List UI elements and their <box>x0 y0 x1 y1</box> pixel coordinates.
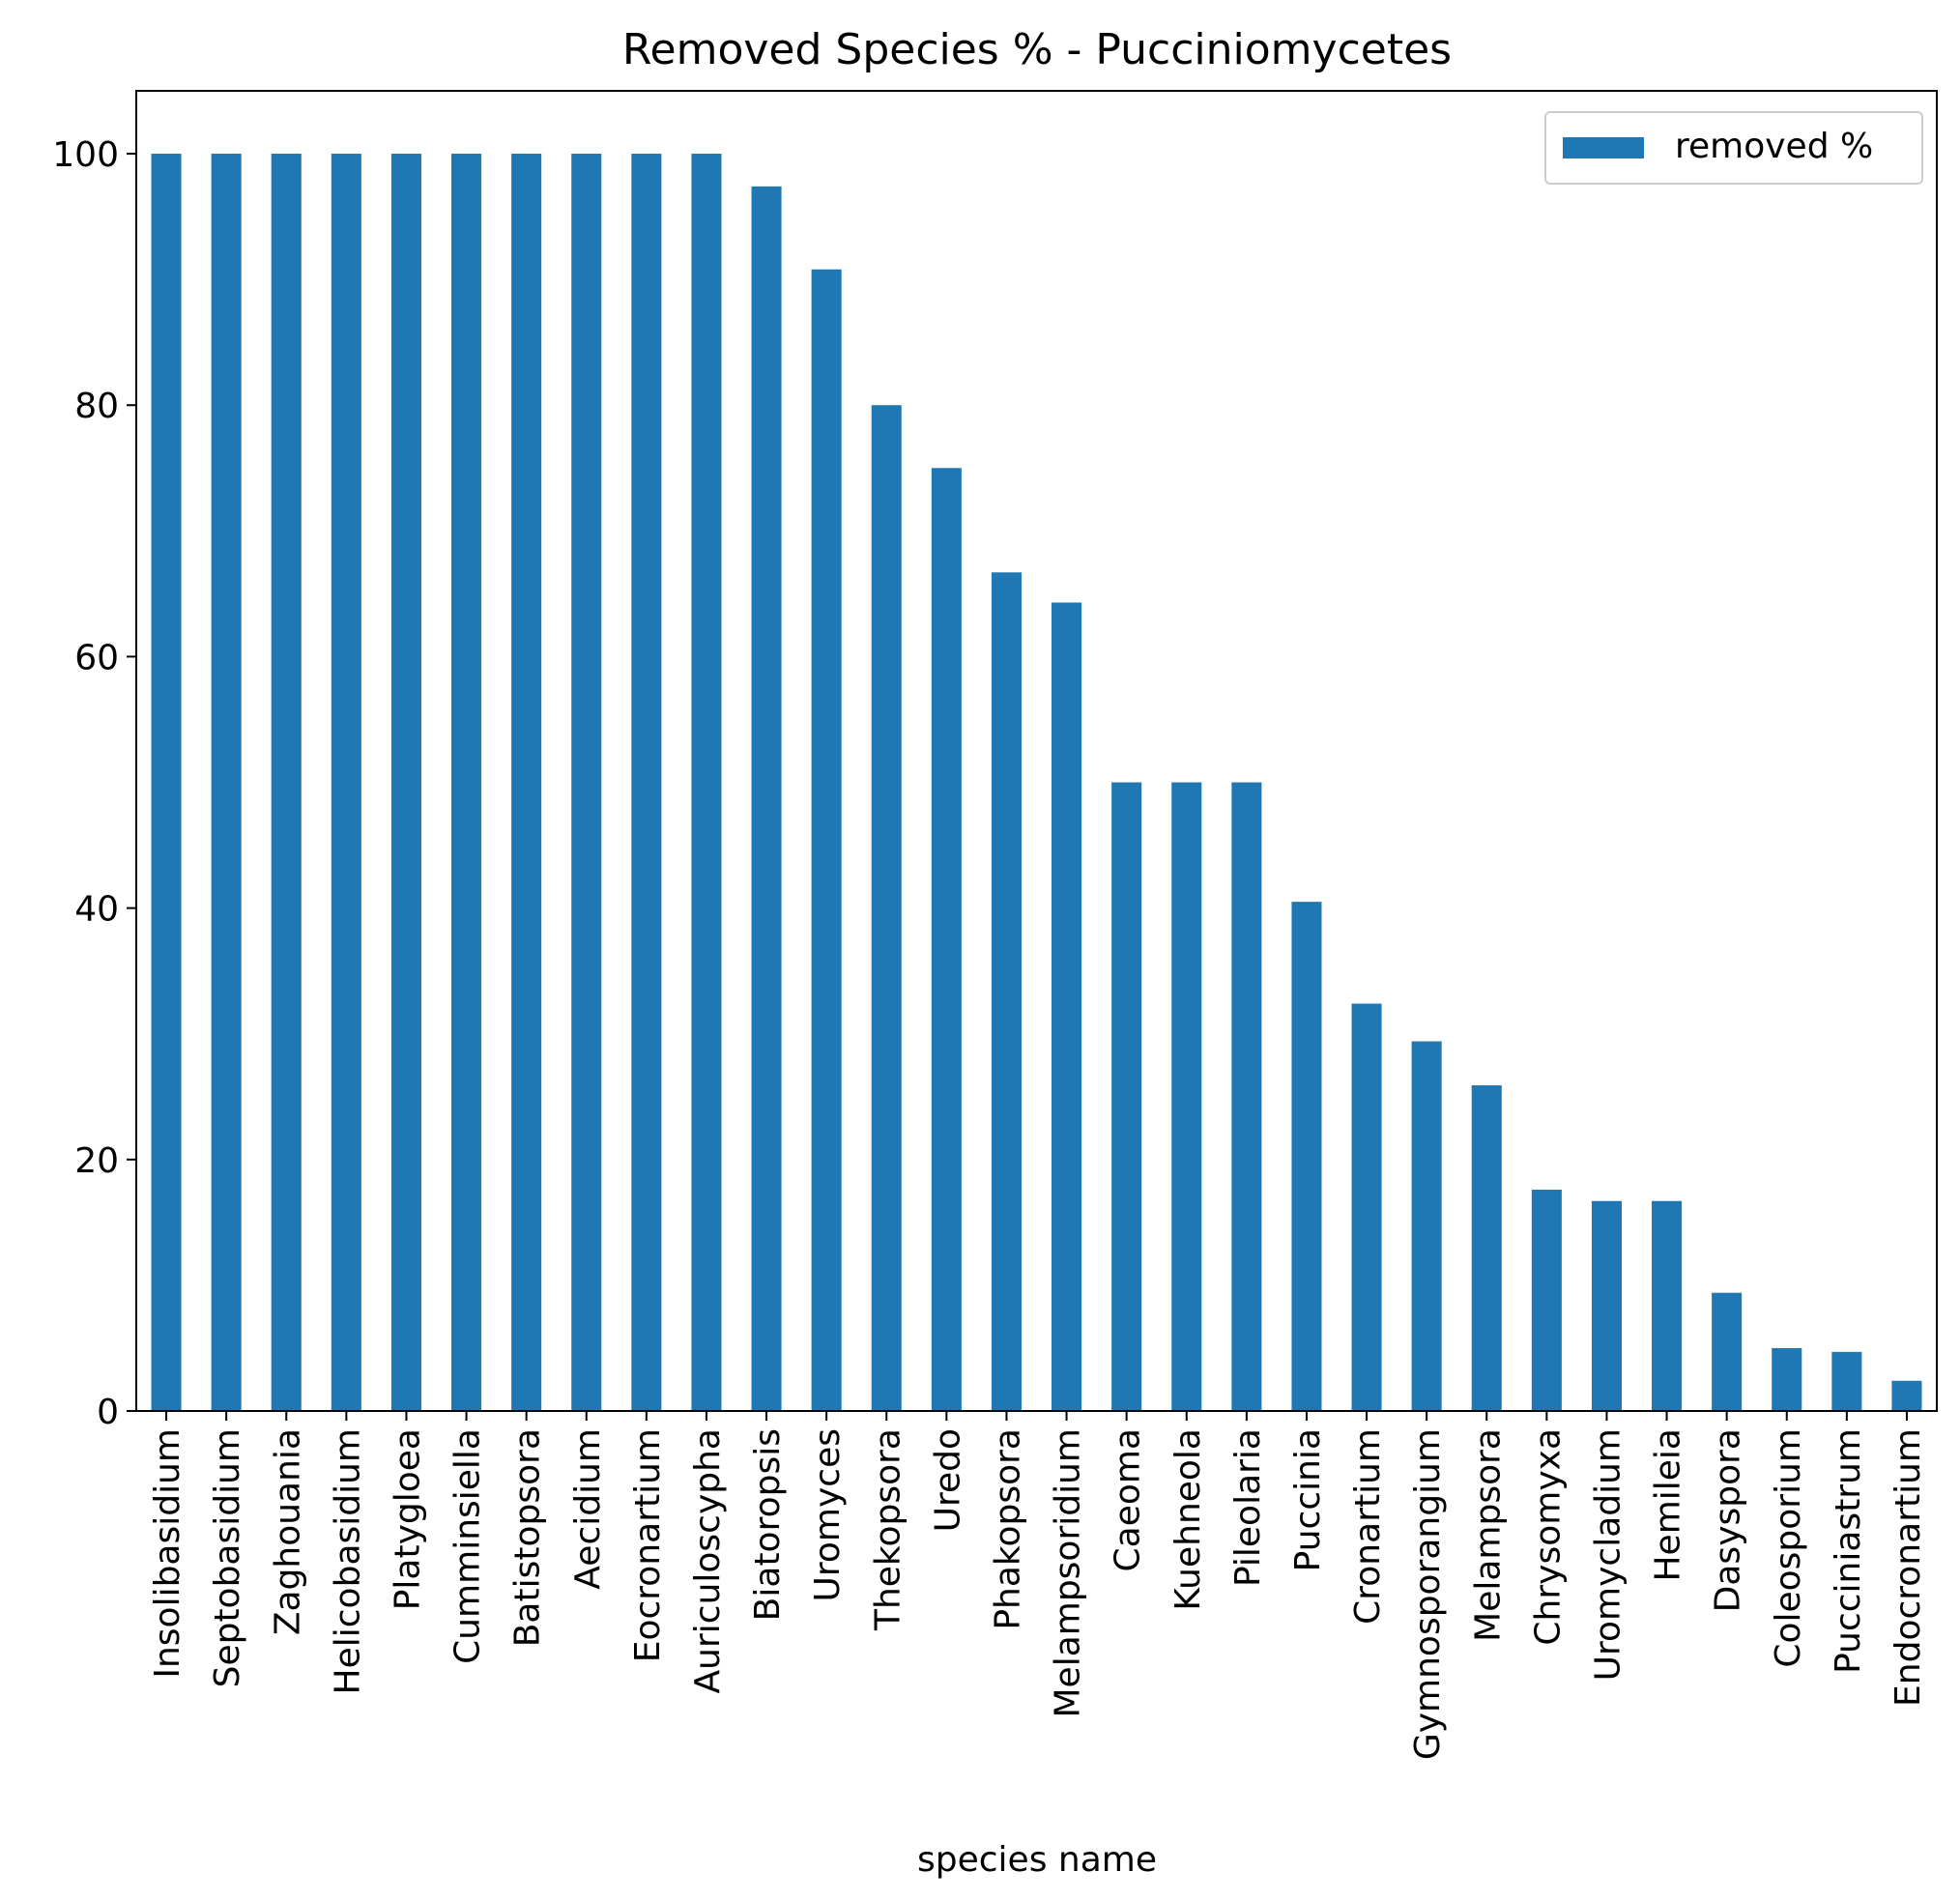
y-tick-label: 40 <box>74 890 119 930</box>
x-tick-label: Cronartium <box>1348 1428 1388 1625</box>
bar <box>991 572 1022 1411</box>
y-tick-label: 20 <box>74 1141 119 1181</box>
x-tick-label: Phakopsora <box>988 1428 1027 1630</box>
bar <box>1831 1351 1862 1411</box>
x-tick-label: Eocronartium <box>628 1428 668 1662</box>
x-tick-label: Biatoropsis <box>748 1428 788 1621</box>
bar <box>871 405 902 1412</box>
y-tick-label: 80 <box>74 387 119 426</box>
x-tick-label: Uromyces <box>808 1428 848 1601</box>
x-tick-label: Platygloea <box>388 1428 427 1610</box>
x-tick-label: Cumminsiella <box>448 1428 488 1664</box>
bar <box>390 154 421 1412</box>
legend-label: removed % <box>1675 127 1873 166</box>
bar <box>571 154 602 1412</box>
y-axis: 0 20 40 60 80 100 <box>52 135 136 1432</box>
x-tick-label: Zaghouania <box>268 1428 307 1635</box>
legend-swatch <box>1563 137 1644 158</box>
x-tick-label: Uredo <box>928 1428 967 1532</box>
chart-title: Removed Species % - Pucciniomycetes <box>622 25 1452 74</box>
x-tick-label: Chrysomyxa <box>1528 1428 1568 1646</box>
bar <box>1531 1190 1562 1411</box>
bar <box>271 154 302 1412</box>
x-tick-label: Pucciniastrum <box>1829 1428 1868 1674</box>
bar <box>1652 1200 1683 1411</box>
bar <box>511 154 542 1412</box>
bar <box>1351 1003 1382 1411</box>
bar <box>1591 1200 1622 1411</box>
x-tick-label: Uromycladium <box>1588 1428 1628 1681</box>
bars <box>151 154 1922 1412</box>
x-tick-label: Gymnosporangium <box>1408 1428 1448 1760</box>
y-tick-label: 60 <box>74 638 119 677</box>
bar <box>931 468 962 1411</box>
plot-frame <box>135 90 1938 1412</box>
x-tick-label: Batistopsora <box>508 1428 548 1647</box>
bar <box>1471 1085 1502 1411</box>
bar <box>331 154 361 1412</box>
bar <box>1291 902 1322 1411</box>
x-tick-label: Hemileia <box>1649 1428 1688 1582</box>
bar <box>1231 782 1262 1411</box>
x-tick-label: Aecidium <box>568 1428 608 1590</box>
x-tick-label: Melampsoridium <box>1049 1428 1088 1718</box>
bar <box>451 154 482 1412</box>
bar <box>1712 1292 1743 1411</box>
x-axis: Insolibasidium Septobasidium Zaghouania Hel… <box>148 1411 1928 1760</box>
bar <box>691 154 722 1412</box>
bar <box>1772 1347 1802 1411</box>
bar <box>211 154 242 1412</box>
x-tick-label: Kuehneola <box>1168 1428 1208 1611</box>
x-tick-label: Pileolaria <box>1228 1428 1268 1587</box>
x-tick-label: Endocronartium <box>1888 1428 1928 1707</box>
bar <box>1411 1041 1442 1411</box>
x-tick-label: Caeoma <box>1109 1428 1148 1572</box>
x-tick-label: Insolibasidium <box>148 1428 187 1679</box>
x-tick-label: Septobasidium <box>208 1428 247 1687</box>
y-tick-label: 100 <box>52 135 119 175</box>
bar <box>1111 782 1142 1411</box>
y-tick-label: 0 <box>97 1393 119 1432</box>
x-tick-label: Dasyspora <box>1709 1428 1748 1612</box>
x-axis-label: species name <box>917 1840 1157 1880</box>
bar <box>751 186 782 1412</box>
x-tick-label: Thekopsora <box>868 1428 908 1631</box>
x-tick-label: Auriculoscypha <box>688 1428 728 1693</box>
legend: removed % <box>1544 111 1923 185</box>
bar <box>1891 1380 1922 1411</box>
x-tick-label: Helicobasidium <box>328 1428 367 1694</box>
x-tick-label: Coleosporium <box>1769 1428 1808 1668</box>
bar <box>811 269 842 1411</box>
x-tick-label: Melampsora <box>1468 1428 1508 1642</box>
x-tick-label: Puccinia <box>1288 1428 1328 1571</box>
bar <box>151 154 182 1412</box>
bar <box>1052 602 1082 1411</box>
bar <box>631 154 662 1412</box>
bar <box>1171 782 1202 1411</box>
legend-box <box>1544 111 1923 185</box>
